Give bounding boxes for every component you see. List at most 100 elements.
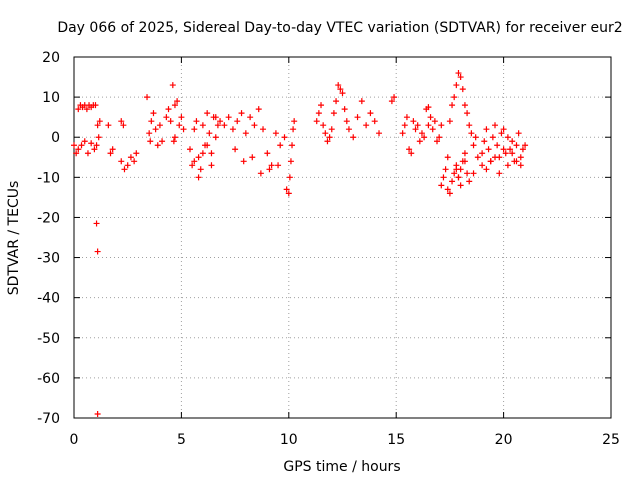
data-point	[481, 138, 488, 145]
data-point	[496, 170, 503, 177]
data-point	[147, 138, 154, 145]
data-point	[167, 118, 174, 125]
data-point	[414, 122, 421, 129]
data-point	[446, 118, 453, 125]
data-point	[171, 102, 178, 109]
data-point	[285, 190, 292, 197]
data-point	[238, 110, 245, 117]
data-point	[131, 158, 138, 165]
data-point	[459, 86, 466, 93]
y-tick-label: -70	[37, 411, 60, 427]
data-point	[169, 82, 176, 89]
data-point	[464, 110, 471, 117]
data-point	[186, 146, 193, 153]
data-point	[83, 106, 90, 113]
data-point	[485, 146, 492, 153]
data-point	[367, 110, 374, 117]
x-tick-label: 10	[280, 432, 298, 448]
x-axis-label: GPS time / hours	[283, 459, 400, 475]
data-point	[507, 146, 514, 153]
x-tick-label: 0	[70, 432, 79, 448]
data-point	[197, 166, 204, 173]
data-point	[281, 134, 288, 141]
data-point	[406, 146, 413, 153]
data-point	[449, 102, 456, 109]
data-point	[434, 138, 441, 145]
data-point	[440, 174, 447, 181]
data-point	[229, 126, 236, 133]
data-point	[515, 130, 522, 137]
data-point	[455, 70, 462, 77]
data-point	[513, 158, 520, 165]
data-point	[91, 146, 98, 153]
data-point	[133, 150, 140, 157]
data-point	[502, 150, 509, 157]
data-point	[199, 122, 206, 129]
data-point	[204, 142, 211, 149]
data-point	[260, 126, 267, 133]
data-point	[81, 138, 88, 145]
data-point	[504, 134, 511, 141]
data-point	[75, 106, 82, 113]
data-point	[425, 122, 432, 129]
data-point	[204, 110, 211, 117]
data-point	[444, 154, 451, 161]
data-point	[146, 130, 153, 137]
data-point	[255, 106, 262, 113]
data-point	[95, 134, 102, 141]
data-point	[75, 146, 82, 153]
data-point	[487, 158, 494, 165]
data-point	[94, 248, 101, 255]
data-point	[436, 134, 443, 141]
data-point	[492, 154, 499, 161]
data-point	[156, 122, 163, 129]
data-point	[483, 166, 490, 173]
data-point	[290, 126, 297, 133]
data-point	[320, 122, 327, 129]
y-tick-labels: 20 10 0 -10 -20 -30 -40 -50 -60 -70	[37, 50, 60, 427]
data-point	[371, 118, 378, 125]
data-point	[461, 150, 468, 157]
data-point	[121, 166, 128, 173]
data-point	[208, 150, 215, 157]
data-point	[214, 122, 221, 129]
data-point	[337, 86, 344, 93]
data-point	[195, 174, 202, 181]
data-point	[150, 110, 157, 117]
data-point	[442, 166, 449, 173]
data-point	[178, 114, 185, 121]
data-point	[71, 142, 77, 149]
data-point	[330, 110, 337, 117]
data-point	[438, 182, 445, 189]
data-point	[199, 150, 206, 157]
data-point	[453, 162, 460, 169]
data-point	[286, 174, 293, 181]
data-point	[170, 138, 177, 145]
data-point	[118, 158, 125, 165]
data-point	[498, 130, 505, 137]
data-point	[513, 142, 520, 149]
data-point	[345, 126, 352, 133]
data-point	[446, 190, 453, 197]
data-point	[494, 142, 501, 149]
data-point	[174, 98, 181, 105]
data-point	[431, 118, 438, 125]
data-point	[191, 126, 198, 133]
data-point	[291, 118, 298, 125]
data-point	[449, 178, 456, 185]
data-point	[287, 158, 294, 165]
data-point	[466, 178, 473, 185]
grid	[74, 57, 611, 418]
plot-frame	[73, 56, 612, 419]
data-point	[519, 146, 526, 153]
data-point	[509, 138, 516, 145]
data-point	[180, 126, 187, 133]
data-point	[461, 102, 468, 109]
data-point	[289, 142, 296, 149]
data-point	[466, 122, 473, 129]
data-point	[148, 118, 155, 125]
data-point	[457, 182, 464, 189]
data-point	[159, 138, 166, 145]
data-point	[479, 162, 486, 169]
data-point	[277, 142, 284, 149]
